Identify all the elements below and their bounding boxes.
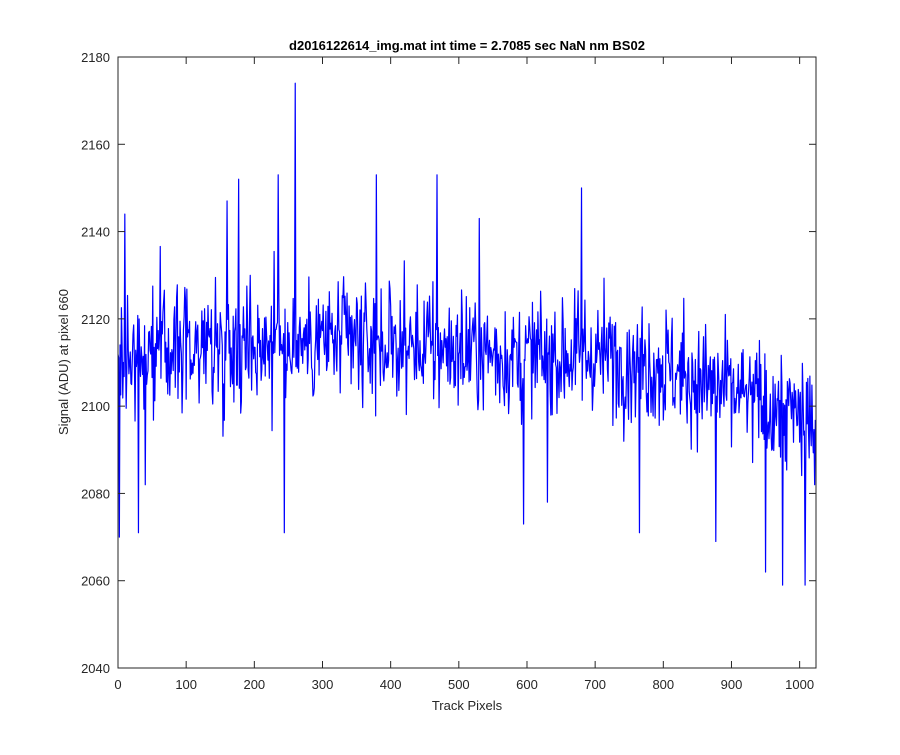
x-tick-label: 900 (721, 677, 743, 692)
x-tick-label: 700 (584, 677, 606, 692)
x-tick-label: 100 (175, 677, 197, 692)
y-tick-label: 2100 (81, 399, 110, 414)
x-tick-label: 800 (652, 677, 674, 692)
x-tick-label: 1000 (785, 677, 814, 692)
x-tick-label: 0 (114, 677, 121, 692)
y-axis-label: Signal (ADU) at pixel 660 (56, 289, 71, 435)
y-axis: 2040 2060 2080 2100 2120 2140 2160 2180 (81, 50, 816, 676)
y-tick-label: 2080 (81, 486, 110, 501)
x-axis-label: Track Pixels (432, 698, 503, 713)
y-tick-label: 2060 (81, 574, 110, 589)
axes-box (117, 56, 817, 669)
series-layer (117, 82, 816, 586)
signal-series-line (117, 82, 816, 586)
y-tick-label: 2160 (81, 137, 110, 152)
y-tick-label: 2180 (81, 50, 110, 65)
x-axis: 0 100 200 300 400 500 600 700 800 900 1000 (114, 57, 814, 692)
x-tick-label: 600 (516, 677, 538, 692)
x-tick-label: 500 (448, 677, 470, 692)
x-tick-label: 300 (312, 677, 334, 692)
x-tick-label: 400 (380, 677, 402, 692)
y-tick-label: 2040 (81, 661, 110, 676)
chart-title: d2016122614_img.mat int time = 2.7085 se… (289, 38, 645, 53)
x-tick-label: 200 (243, 677, 265, 692)
y-tick-label: 2120 (81, 312, 110, 327)
y-tick-label: 2140 (81, 225, 110, 240)
